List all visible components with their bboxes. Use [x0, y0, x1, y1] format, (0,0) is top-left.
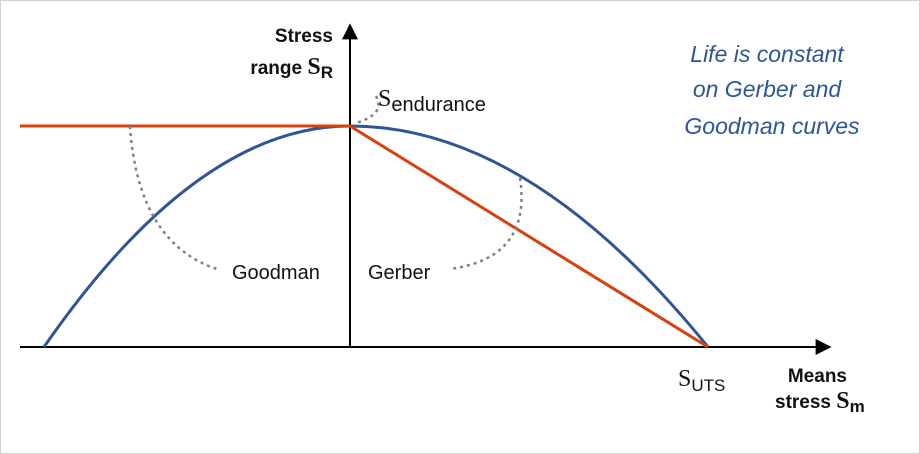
x-label-line2: stress Sm — [775, 388, 865, 416]
endurance-subscript: endurance — [391, 94, 486, 116]
uts-label: SUTS — [678, 366, 725, 395]
uts-symbol: S — [678, 366, 691, 392]
x-label-subscript: m — [850, 397, 865, 416]
endurance-symbol: S — [378, 86, 391, 112]
y-label-symbol: S — [307, 54, 320, 80]
note-line: Goodman curves — [684, 113, 860, 139]
endurance-label: Sendurance — [378, 86, 486, 116]
x-label-line1: Means — [788, 366, 847, 387]
goodman-label: Goodman — [232, 262, 320, 284]
gerber-pointer — [449, 177, 523, 271]
endurance-pointer — [355, 95, 380, 125]
x-label-symbol: S — [836, 388, 849, 414]
note-line: Life is constant — [690, 41, 845, 67]
note-line: on Gerber and — [693, 76, 843, 102]
gerber-label: Gerber — [368, 262, 431, 284]
x-label-text: stress — [775, 392, 831, 413]
uts-subscript: UTS — [691, 376, 725, 395]
y-label-text: range — [250, 58, 302, 79]
y-label-line1: Stress — [275, 26, 333, 47]
y-label-subscript: R — [321, 63, 333, 82]
goodman-pointer — [128, 125, 221, 272]
y-label-line2: range SR — [250, 54, 333, 82]
